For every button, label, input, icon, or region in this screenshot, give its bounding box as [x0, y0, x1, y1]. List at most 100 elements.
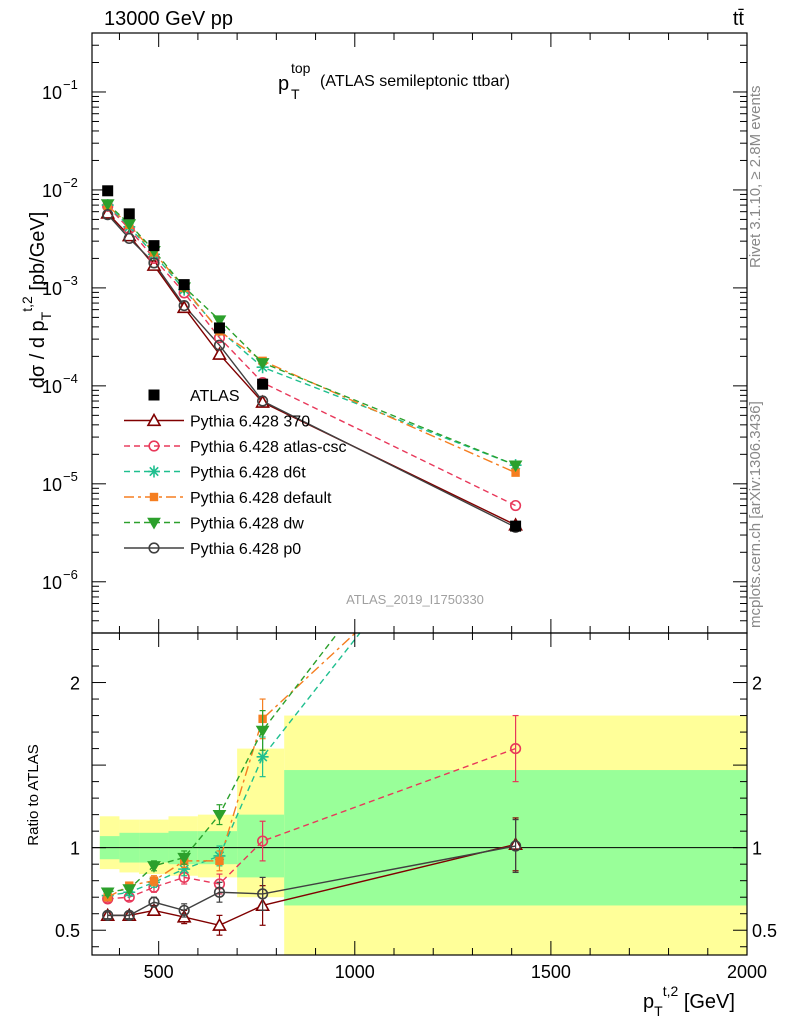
y-tick-exponent: −3 — [63, 273, 78, 288]
y-tick-exponent: −5 — [63, 469, 78, 484]
analysis-tag: ATLAS_2019_I1750330 — [346, 592, 484, 607]
ratio-point-3 — [511, 480, 519, 488]
ratio-point-4 — [255, 725, 270, 738]
data-point — [123, 208, 135, 220]
series-point-5 — [213, 339, 226, 351]
legend-marker-data — [148, 389, 160, 401]
series-point-5 — [123, 232, 135, 245]
series-point-4 — [255, 358, 270, 370]
legend-label: Pythia 6.428 d6t — [190, 465, 306, 482]
y-tick-label: 10 — [42, 181, 62, 201]
series-point-1 — [509, 499, 522, 512]
data-point — [510, 520, 522, 532]
ratio-tick-label-right: 0.5 — [752, 921, 777, 941]
ratio-point-2 — [256, 750, 269, 763]
data-point — [148, 240, 160, 252]
ratio-point-5 — [178, 904, 190, 917]
ratio-tick-label-left: 2 — [70, 674, 80, 694]
y-tick-label: 10 — [42, 475, 62, 495]
plot-title-sup: top — [291, 60, 311, 76]
mcplots-label: mcplots.cern.ch [arXiv:1306.3436] — [747, 401, 764, 628]
series-point-4 — [508, 460, 523, 473]
ratio-point-4 — [510, 398, 522, 408]
ratio-point-2 — [178, 863, 191, 876]
y-tick-label: 10 — [42, 279, 62, 299]
ratio-tick-label-left: 0.5 — [55, 921, 80, 941]
y-tick-label: 10 — [42, 83, 62, 103]
x-axis-label: pTt,2 [GeV] — [643, 983, 735, 1019]
x-tick-label: 1000 — [335, 962, 375, 982]
header-process-label: tt̄ — [733, 8, 745, 30]
ratio-point-2 — [510, 429, 522, 441]
ratio-point-4 — [122, 884, 137, 896]
ratio-point-5 — [148, 896, 160, 908]
ratio-point-1 — [257, 835, 269, 847]
series-point-5 — [102, 209, 114, 221]
legend-marker — [148, 542, 160, 554]
ratio-tick-label-right: 2 — [752, 674, 762, 694]
header-energy-label: 13000 GeV pp — [104, 8, 233, 30]
ratio-point-4 — [147, 861, 161, 873]
legend-marker — [149, 492, 159, 502]
series-point-3 — [511, 468, 520, 477]
ratio-point-4 — [100, 887, 115, 900]
series-point-4 — [212, 315, 227, 328]
y-tick-label: 10 — [42, 573, 62, 593]
ratio-y-axis-label: Ratio to ATLAS — [25, 744, 42, 845]
legend-marker — [146, 412, 162, 427]
series-point-5 — [178, 299, 190, 312]
data-point — [213, 322, 225, 334]
legend: ATLAS Pythia 6.428 370 Pythia 6.428 atlas-… — [124, 388, 347, 558]
ratio-tick-label-left: 1 — [70, 839, 80, 859]
ratio-point-5 — [509, 840, 522, 852]
ratio-point-0 — [146, 902, 162, 917]
legend-label: Pythia 6.428 dw — [190, 516, 304, 533]
legend-marker — [148, 465, 160, 478]
legend-label: Pythia 6.428 370 — [190, 414, 310, 431]
ratio-point-0 — [212, 917, 227, 931]
legend-label: Pythia 6.428 atlas-csc — [190, 439, 347, 456]
series-line-3 — [107, 205, 516, 474]
data-point — [257, 378, 269, 390]
ratio-tick-label-right: 1 — [752, 839, 762, 859]
legend-marker — [148, 440, 160, 452]
series-point-0 — [212, 346, 227, 360]
legend-label: Pythia 6.428 p0 — [190, 541, 301, 558]
series-point-5 — [148, 257, 160, 269]
y-tick-exponent: −4 — [63, 371, 78, 386]
series-point-0 — [100, 205, 116, 219]
y-tick-label: 10 — [42, 377, 62, 397]
legend-label: ATLAS — [190, 388, 240, 405]
ratio-plot-frame — [91, 632, 748, 956]
y-tick-exponent: −6 — [63, 567, 78, 582]
x-tick-label: 1500 — [531, 962, 571, 982]
series-point-4 — [122, 219, 137, 231]
series-line-1 — [107, 205, 516, 507]
series-line-5 — [107, 214, 516, 528]
y-tick-exponent: −1 — [63, 77, 78, 92]
x-tick-label: 2000 — [727, 962, 767, 982]
ratio-point-4 — [177, 852, 192, 865]
data-point — [102, 185, 114, 197]
series-point-5 — [257, 395, 269, 407]
y-tick-exponent: −2 — [63, 175, 78, 190]
svg-text:dσ / d pTt,2 [pb/GeV]: dσ / d pTt,2 [pb/GeV] — [19, 212, 54, 389]
plot-title-sub: T — [291, 86, 300, 102]
series-line-0 — [107, 212, 516, 526]
data-point — [178, 279, 190, 291]
y-axis-label: dσ / d pTt,2 [pb/GeV] — [19, 212, 54, 389]
legend-label: Pythia 6.428 default — [190, 490, 332, 507]
rivet-version-label: Rivet 3.1.10, ≥ 2.8M events — [747, 86, 764, 269]
ratio-point-5 — [257, 888, 269, 900]
ratio-point-5 — [102, 909, 114, 921]
ratio-point-3 — [215, 856, 224, 866]
x-tick-label: 500 — [144, 962, 174, 982]
plot-title: p — [278, 73, 289, 95]
series-point-4 — [100, 199, 115, 211]
ratio-point-4 — [212, 809, 227, 822]
ratio-point-3 — [149, 876, 159, 885]
ratio-point-5 — [213, 886, 226, 898]
legend-marker — [147, 517, 161, 530]
ratio-point-5 — [123, 909, 135, 921]
